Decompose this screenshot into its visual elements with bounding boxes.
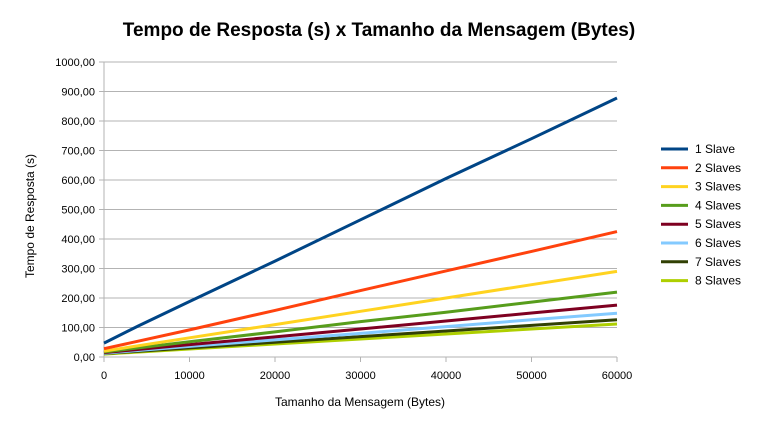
y-tick-label: 500,00 [61, 205, 95, 217]
legend: 1 Slave 2 Slaves 3 Slaves 4 Slaves 5 Slaves 6… [661, 142, 741, 288]
series-line [103, 269, 618, 353]
x-tick-label: 30000 [345, 370, 376, 382]
y-tick-label: 100,00 [61, 323, 95, 335]
y-tick-label: 800,00 [61, 116, 95, 128]
y-axis-label: Tempo de Resposta (s) [23, 154, 37, 278]
legend-entry-label: 4 Slaves [695, 198, 741, 212]
series-line [103, 96, 618, 345]
x-tick-label: 60000 [602, 370, 633, 382]
y-tick-label: 200,00 [61, 293, 95, 305]
legend-entry-label: 1 Slave [695, 142, 735, 156]
x-tick-label: 10000 [174, 370, 205, 382]
y-tick-label: 300,00 [61, 264, 95, 276]
x-tick-label: 40000 [431, 370, 462, 382]
x-tick-label: 20000 [260, 370, 291, 382]
series-line [103, 230, 618, 351]
y-tick-label: 600,00 [61, 175, 95, 187]
legend-entry-label: 8 Slaves [695, 274, 741, 288]
legend-entry-label: 6 Slaves [695, 236, 741, 250]
x-tick-label: 50000 [516, 370, 547, 382]
y-tick-label: 400,00 [61, 234, 95, 246]
series-line [103, 290, 618, 354]
y-axis-ticks: 0,00 100,00 200,00 300,00 400,00 500,00 600,00… [55, 57, 104, 364]
legend-entry-label: 2 Slaves [695, 161, 741, 175]
legend-entry-label: 7 Slaves [695, 255, 741, 269]
legend-entry-label: 3 Slaves [695, 180, 741, 194]
y-tick-label: 700,00 [61, 146, 95, 158]
y-tick-label: 0,00 [74, 352, 95, 364]
series-lines [103, 96, 618, 356]
x-tick-label: 0 [101, 370, 107, 382]
x-axis-label: Tamanho da Mensagem (Bytes) [275, 395, 445, 409]
x-axis-ticks: 0 10000 20000 30000 40000 50000 60000 [101, 357, 632, 382]
y-tick-label: 1000,00 [55, 57, 95, 69]
gridlines [104, 61, 617, 358]
legend-entry-label: 5 Slaves [695, 217, 741, 231]
chart-title: Tempo de Resposta (s) x Tamanho da Mensa… [123, 20, 635, 41]
series-line [103, 311, 618, 355]
y-tick-label: 900,00 [61, 87, 95, 99]
series-line [103, 303, 618, 355]
